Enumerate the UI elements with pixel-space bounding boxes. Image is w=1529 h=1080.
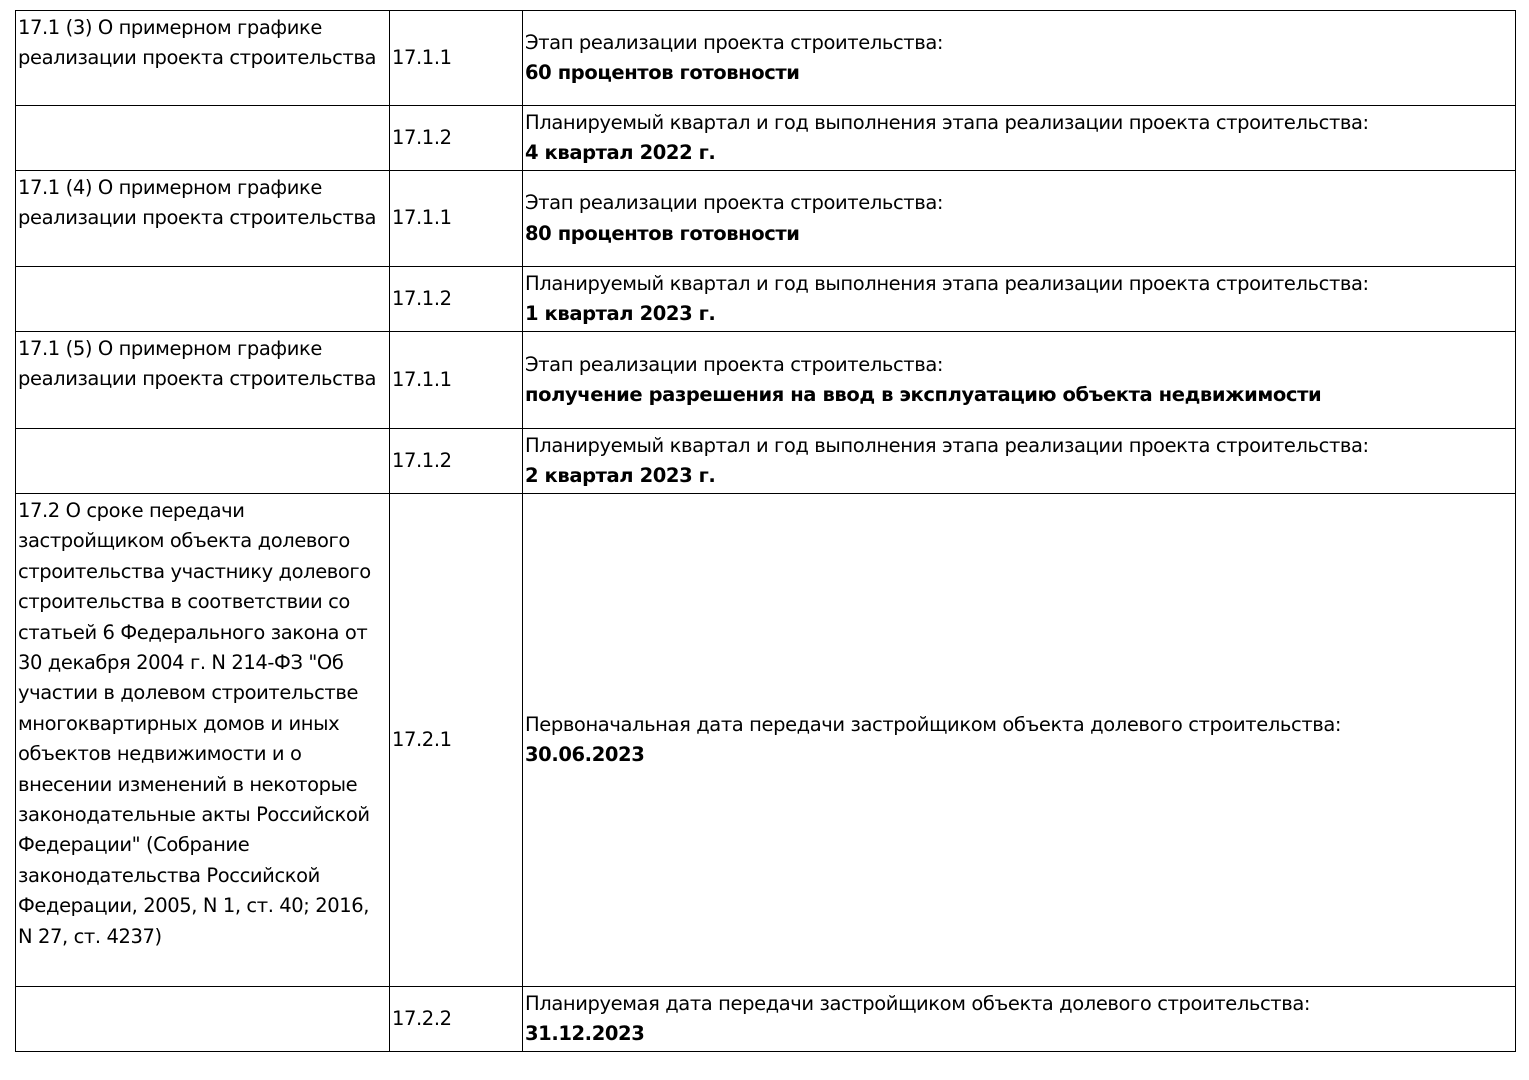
field-label: Первоначальная дата передачи застройщико… <box>525 712 1342 736</box>
field-label: Планируемый квартал и год выполнения эта… <box>525 271 1369 295</box>
field-label: Этап реализации проекта строительства: <box>525 352 944 376</box>
code-cell: 17.2.2 <box>389 986 523 1052</box>
table-row: 17.1.2 Планируемый квартал и год выполнен… <box>15 105 1516 171</box>
construction-schedule-table: 17.1 (3) О примерном графике реализации … <box>15 10 1516 1052</box>
table-row: 17.1 (5) О примерном графике реализации … <box>15 331 1516 429</box>
table-row: 17.1.2 Планируемый квартал и год выполнен… <box>15 266 1516 332</box>
value-cell: Этап реализации проекта строительства: 60… <box>522 10 1516 106</box>
field-label: Этап реализации проекта строительства: <box>525 30 944 54</box>
value-cell: Планируемый квартал и год выполнения эта… <box>522 105 1516 171</box>
code-cell: 17.1.1 <box>389 10 523 106</box>
section-cell <box>15 105 390 171</box>
field-value: 1 квартал 2023 г. <box>525 302 716 325</box>
table-row: 17.2 О сроке передачи застройщиком объек… <box>15 493 1516 987</box>
value-cell: Планируемый квартал и год выполнения эта… <box>522 428 1516 494</box>
field-value: 60 процентов готовности <box>525 61 800 84</box>
table-row: 17.2.2 Планируемая дата передачи застройщ… <box>15 986 1516 1052</box>
section-cell <box>15 986 390 1052</box>
code-cell: 17.1.1 <box>389 170 523 267</box>
section-cell <box>15 428 390 494</box>
field-label: Планируемая дата передачи застройщиком о… <box>525 991 1311 1015</box>
table-row: 17.1.2 Планируемый квартал и год выполнен… <box>15 428 1516 494</box>
field-value: 31.12.2023 <box>525 1022 645 1045</box>
value-cell: Планируемая дата передачи застройщиком о… <box>522 986 1516 1052</box>
section-cell: 17.1 (3) О примерном графике реализации … <box>15 10 390 106</box>
field-label: Планируемый квартал и год выполнения эта… <box>525 110 1369 134</box>
field-value: 2 квартал 2023 г. <box>525 464 716 487</box>
code-cell: 17.1.2 <box>389 266 523 332</box>
section-cell: 17.1 (5) О примерном графике реализации … <box>15 331 390 429</box>
table-row: 17.1 (4) О примерном графике реализации … <box>15 170 1516 267</box>
value-cell: Этап реализации проекта строительства: по… <box>522 331 1516 429</box>
field-value: 80 процентов готовности <box>525 221 800 245</box>
section-cell <box>15 266 390 332</box>
value-cell: Планируемый квартал и год выполнения эта… <box>522 266 1516 332</box>
code-cell: 17.2.1 <box>389 493 523 987</box>
value-cell: Этап реализации проекта строительства: 80… <box>522 170 1516 267</box>
field-value: 4 квартал 2022 г. <box>525 141 716 164</box>
value-cell: Первоначальная дата передачи застройщико… <box>522 493 1516 987</box>
table-row: 17.1 (3) О примерном графике реализации … <box>15 10 1516 106</box>
field-label: Этап реализации проекта строительства: <box>525 191 944 215</box>
section-cell: 17.2 О сроке передачи застройщиком объек… <box>15 493 390 987</box>
code-cell: 17.1.2 <box>389 105 523 171</box>
field-label: Планируемый квартал и год выполнения эта… <box>525 433 1369 457</box>
code-cell: 17.1.2 <box>389 428 523 494</box>
field-value: получение разрешения на ввод в эксплуата… <box>525 383 1322 406</box>
code-cell: 17.1.1 <box>389 331 523 429</box>
field-value: 30.06.2023 <box>525 743 645 766</box>
section-cell: 17.1 (4) О примерном графике реализации … <box>15 170 390 267</box>
